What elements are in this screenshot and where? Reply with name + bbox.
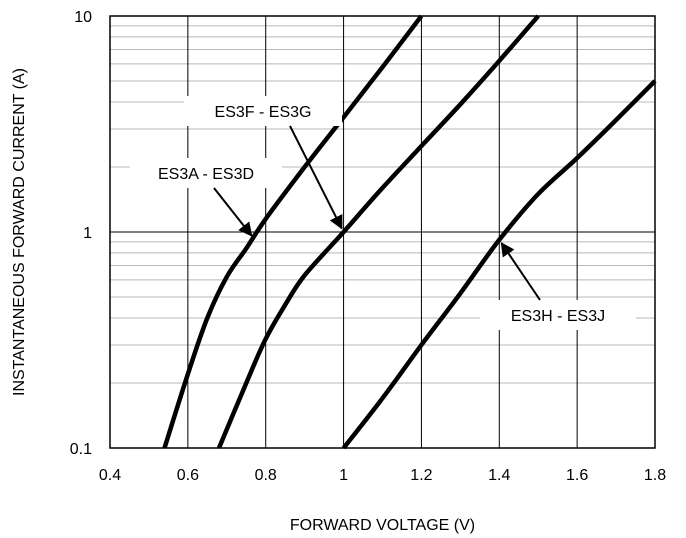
y-tick-label: 10 — [74, 9, 92, 26]
annotation-arrow — [500, 241, 541, 301]
y-tick-label: 0.1 — [70, 441, 92, 458]
annotation-label: ES3F - ES3G — [215, 104, 312, 121]
x-axis-title: FORWARD VOLTAGE (V) — [290, 517, 475, 534]
x-tick-label: 0.8 — [255, 467, 277, 484]
annotation-label: ES3A - ES3D — [158, 166, 254, 183]
x-tick-label: 0.6 — [177, 467, 199, 484]
annotation-arrow — [213, 187, 253, 237]
x-tick-label: 1.6 — [566, 467, 588, 484]
annotation-label-bg — [184, 96, 342, 126]
y-axis-title: INSTANTANEOUS FORWARD CURRENT (A) — [11, 68, 28, 396]
x-tick-label: 1.8 — [644, 467, 666, 484]
curve-annotations: ES3F - ES3G ES3A - ES3D ES3H - ES3J — [130, 96, 636, 330]
annotation-label-bg — [480, 300, 636, 330]
y-axis-tick-labels: 0.1 1 10 — [70, 9, 92, 458]
x-tick-label: 1.4 — [488, 467, 510, 484]
y-tick-label: 1 — [83, 225, 92, 242]
plot-area-frame — [109, 15, 656, 449]
x-tick-label: 1 — [339, 467, 348, 484]
annotation-label: ES3H - ES3J — [511, 308, 605, 325]
x-tick-label: 1.2 — [410, 467, 432, 484]
series-line-3 — [341, 79, 657, 450]
series-lines — [162, 14, 657, 450]
x-tick-label: 0.4 — [99, 467, 121, 484]
annotation-arrow — [289, 125, 343, 230]
series-line-1 — [162, 14, 424, 449]
annotation-label-bg — [130, 158, 282, 188]
series-line-2 — [216, 14, 540, 449]
x-axis-tick-labels: 0.4 0.6 0.8 1 1.2 1.4 1.6 1.8 — [99, 467, 666, 484]
